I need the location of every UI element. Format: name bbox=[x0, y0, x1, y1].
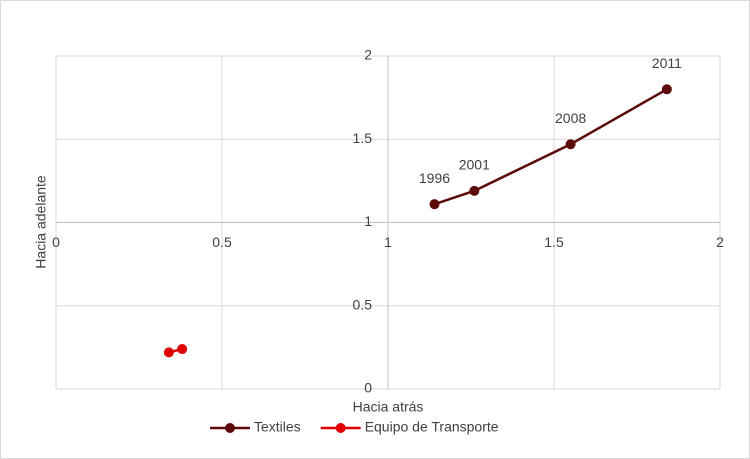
data-point bbox=[177, 344, 188, 355]
data-point bbox=[661, 84, 672, 95]
legend-label: Equipo de Transporte bbox=[365, 419, 499, 435]
data-point bbox=[565, 139, 576, 150]
x-tick-label: 0.5 bbox=[212, 234, 232, 250]
series-line bbox=[434, 88, 668, 206]
x-tick-label: 1.5 bbox=[544, 234, 564, 250]
y-tick-label: 1.5 bbox=[353, 130, 373, 146]
y-axis-title: Hacia adelante bbox=[33, 175, 49, 269]
data-point bbox=[163, 347, 174, 358]
point-label: 2001 bbox=[459, 157, 490, 173]
x-tick-label: 2 bbox=[716, 234, 724, 250]
x-tick-label: 0 bbox=[52, 234, 60, 250]
legend-label: Textiles bbox=[254, 419, 301, 435]
point-label: 1996 bbox=[419, 170, 450, 186]
data-point bbox=[429, 199, 440, 210]
point-label: 2011 bbox=[652, 55, 682, 71]
point-label: 2008 bbox=[555, 110, 586, 126]
y-tick-label: 0.5 bbox=[353, 296, 373, 312]
legend-marker bbox=[335, 423, 346, 433]
y-tick-label: 2 bbox=[364, 47, 372, 63]
legend-marker bbox=[225, 423, 235, 433]
y-tick-label: 1 bbox=[364, 213, 372, 229]
x-axis-title: Hacia atrás bbox=[353, 399, 424, 415]
x-tick-label: 1 bbox=[384, 234, 392, 250]
data-point bbox=[469, 185, 480, 196]
y-tick-label: 0 bbox=[364, 380, 372, 396]
